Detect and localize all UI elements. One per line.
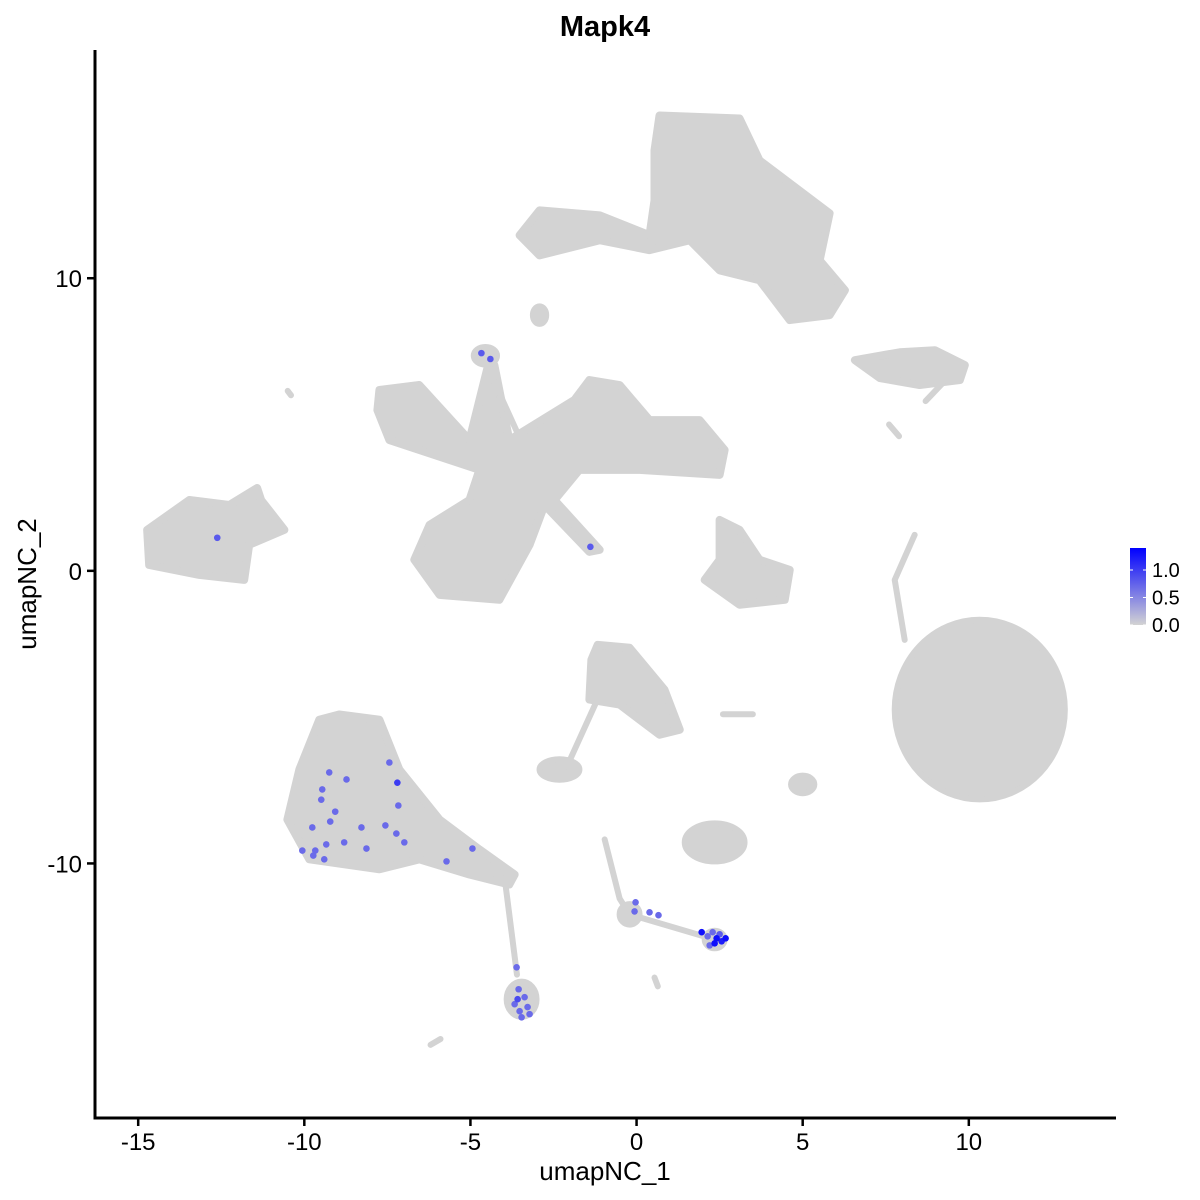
cell-point bbox=[513, 964, 520, 971]
cell-point bbox=[526, 1010, 533, 1018]
cell-point bbox=[382, 822, 389, 829]
cell-point bbox=[516, 1007, 523, 1015]
cluster-0 bbox=[515, 111, 849, 325]
cell-point bbox=[515, 985, 522, 993]
x-ticks: -15 -10 -5 0 5 10 bbox=[121, 1118, 982, 1156]
cell-point bbox=[326, 818, 334, 825]
cell-point bbox=[487, 355, 494, 363]
cell-point bbox=[518, 1014, 525, 1021]
cluster-strand-25 bbox=[427, 1035, 444, 1048]
cell-point bbox=[317, 796, 325, 803]
x-tick-label: 5 bbox=[796, 1129, 809, 1156]
cell-point bbox=[698, 928, 705, 936]
cluster-13 bbox=[788, 772, 818, 797]
cluster-strand-16 bbox=[891, 531, 918, 643]
cell-point bbox=[322, 841, 330, 848]
cluster-strand-24 bbox=[651, 974, 661, 990]
cell-point bbox=[358, 824, 365, 831]
cell-point bbox=[318, 786, 326, 793]
cell-point bbox=[646, 909, 653, 916]
cell-point bbox=[709, 928, 716, 936]
cell-point bbox=[632, 899, 639, 906]
cell-point bbox=[587, 543, 594, 551]
cell-point bbox=[521, 993, 528, 1001]
cell-point bbox=[711, 940, 718, 947]
cell-point bbox=[299, 847, 306, 854]
cell-point bbox=[386, 759, 393, 766]
cell-point bbox=[514, 995, 521, 1003]
legend-tick-label: 0.0 bbox=[1152, 615, 1180, 637]
chart-title: Mapk4 bbox=[560, 11, 650, 43]
y-axis-label: umapNC_2 bbox=[12, 518, 42, 650]
cluster-strand-19 bbox=[601, 836, 718, 943]
cluster-7 bbox=[536, 756, 583, 783]
x-tick-label: -15 bbox=[121, 1129, 156, 1156]
cluster-8 bbox=[700, 515, 794, 609]
cell-point bbox=[340, 839, 348, 846]
x-axis-label: umapNC_1 bbox=[539, 1156, 671, 1186]
cell-point bbox=[713, 935, 720, 942]
cell-point bbox=[655, 911, 662, 919]
cell-point bbox=[320, 856, 328, 863]
cell-point bbox=[311, 847, 319, 854]
cell-point bbox=[213, 534, 221, 542]
cell-point bbox=[401, 839, 408, 846]
y-tick-label: -10 bbox=[47, 851, 82, 878]
cluster-15 bbox=[529, 303, 550, 327]
cell-point bbox=[331, 808, 339, 815]
cluster-10 bbox=[681, 820, 748, 865]
cell-point bbox=[394, 779, 401, 786]
cluster-strand-20 bbox=[484, 363, 524, 443]
x-tick-label: -10 bbox=[287, 1129, 322, 1156]
cluster-2 bbox=[143, 484, 289, 584]
color-legend: 0.0 0.5 1.0 bbox=[1130, 548, 1180, 637]
cluster-strand-21 bbox=[922, 380, 946, 405]
cell-point bbox=[443, 858, 450, 865]
x-tick-label: -5 bbox=[460, 1129, 481, 1156]
cell-point bbox=[478, 349, 485, 357]
cell-point bbox=[363, 845, 370, 852]
cell-point bbox=[524, 1003, 531, 1011]
expressing-cells bbox=[213, 349, 729, 1021]
cell-point bbox=[309, 852, 317, 859]
colorbar bbox=[1130, 548, 1146, 625]
cluster-3 bbox=[891, 616, 1068, 803]
y-tick-label: 10 bbox=[55, 266, 82, 293]
cluster-strand-26 bbox=[284, 387, 295, 399]
cell-point bbox=[325, 769, 333, 776]
cell-point bbox=[722, 935, 729, 942]
legend-tick-label: 1.0 bbox=[1152, 560, 1180, 582]
cell-clusters bbox=[143, 111, 1068, 1048]
cell-point bbox=[704, 932, 711, 940]
cluster-strand-17 bbox=[501, 875, 520, 978]
x-tick-label: 10 bbox=[955, 1129, 982, 1156]
cluster-14 bbox=[470, 343, 501, 368]
cluster-1 bbox=[373, 356, 729, 604]
y-tick-label: 0 bbox=[69, 559, 82, 586]
cell-point bbox=[395, 802, 402, 809]
cluster-9 bbox=[850, 346, 969, 390]
legend-tick-label: 0.5 bbox=[1152, 588, 1180, 610]
cell-point bbox=[511, 1000, 518, 1008]
x-tick-label: 0 bbox=[630, 1129, 643, 1156]
cluster-strand-18 bbox=[563, 690, 604, 770]
cluster-strand-22 bbox=[886, 421, 903, 440]
cell-point bbox=[706, 942, 713, 949]
cell-point bbox=[308, 824, 316, 831]
cluster-6 bbox=[585, 640, 684, 739]
cell-point bbox=[343, 776, 350, 783]
y-ticks: -10 0 10 bbox=[47, 266, 95, 878]
cell-point bbox=[393, 830, 400, 837]
cell-point bbox=[469, 845, 476, 852]
cell-point bbox=[631, 908, 638, 915]
